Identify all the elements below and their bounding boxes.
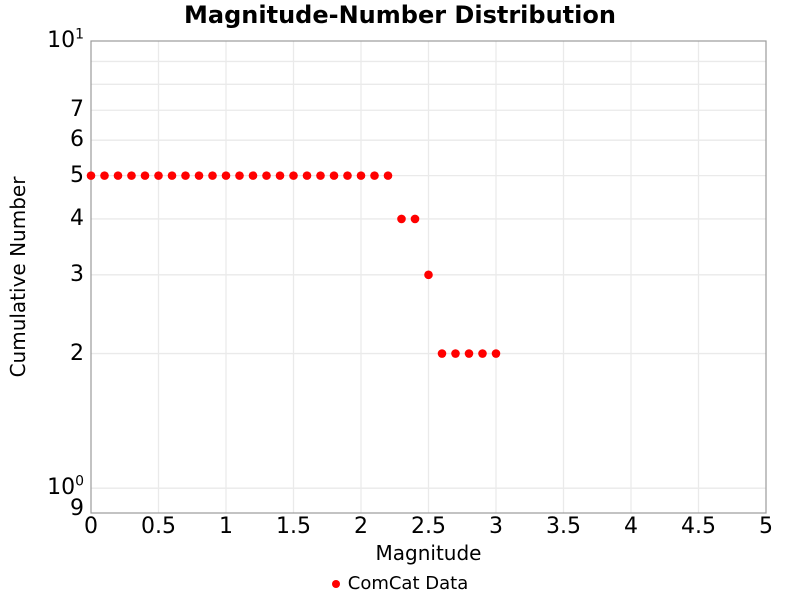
legend-marker-icon [331,579,340,588]
data-point [491,349,501,358]
data-point [275,171,285,180]
data-point [451,349,460,358]
data-point [154,171,163,180]
y-axis-title: Cumulative Number [6,176,30,378]
x-tick-label: 0.5 [141,514,176,539]
x-tick-label: 1.5 [276,514,311,539]
data-point [194,171,204,180]
data-point [127,171,136,180]
data-point [343,171,352,180]
data-point [140,171,150,180]
data-point [329,171,339,180]
data-point [302,171,312,180]
data-point [86,171,96,180]
x-tick-label: 3.5 [546,514,581,539]
y-tick-label: 7 [70,97,84,123]
data-point [370,171,379,180]
data-point [235,171,244,180]
y-tick-label: 100 [47,473,84,501]
data-point [113,171,123,180]
y-tick-label: 101 [47,26,84,53]
data-point [424,270,433,280]
legend-label: ComCat Data [347,573,469,594]
data-point [383,171,393,180]
data-point [100,171,109,180]
data-point [356,171,366,180]
data-point [478,349,487,358]
x-tick-label: 5 [759,514,773,539]
x-axis-title: Magnitude [375,541,482,565]
y-tick-label: 6 [70,127,84,153]
x-tick-label: 0 [84,514,98,539]
data-point [248,171,258,180]
data-point [410,214,420,224]
y-tick-label: 5 [70,162,84,188]
x-tick-label: 2.5 [411,514,446,539]
y-tick-label: 4 [70,205,84,231]
legend: ComCat Data [0,572,800,595]
data-point [289,171,298,180]
x-tick-label: 4.5 [681,514,716,539]
x-tick-label: 3 [489,514,503,539]
chart-title: Magnitude-Number Distribution [184,1,616,29]
x-tick-label: 2 [354,514,368,539]
x-tick-label: 4 [624,514,638,539]
x-tick-label: 1 [219,514,233,539]
y-tick-label: 3 [70,261,84,287]
data-point [208,171,217,180]
plot-border [90,40,767,514]
data-point [167,171,177,180]
y-tick-label: 9 [70,495,84,521]
data-point [181,171,190,180]
data-point [437,349,447,358]
data-point [464,349,474,358]
data-point [262,171,271,180]
y-tick-label: 2 [70,340,84,366]
data-point [316,171,325,180]
data-point [397,214,406,224]
data-point [221,171,231,180]
